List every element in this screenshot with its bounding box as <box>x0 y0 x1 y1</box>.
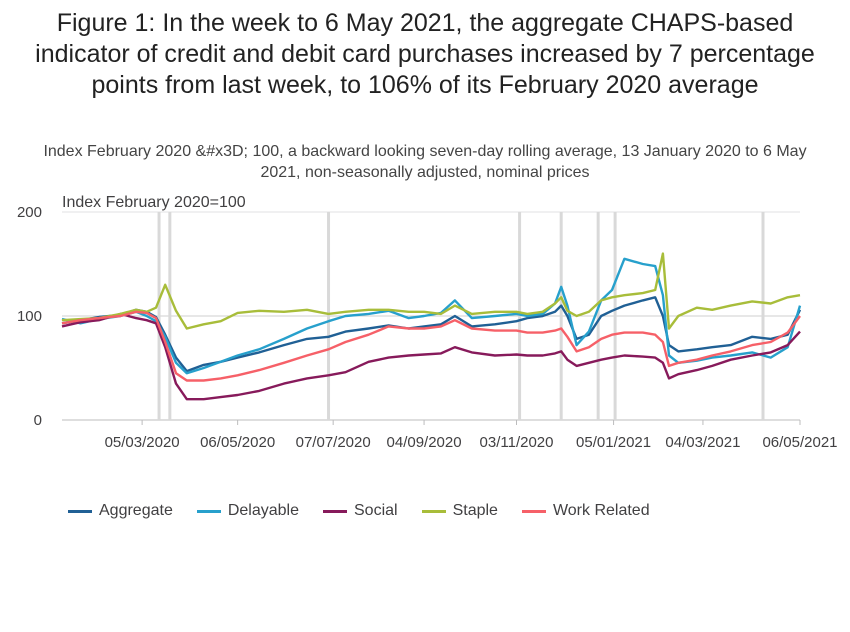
legend-swatch <box>421 509 446 513</box>
event-markers <box>157 212 765 420</box>
x-tick-label: 06/05/2021 <box>762 434 837 451</box>
y-tick-label: 0 <box>34 412 42 429</box>
y-tick-labels: 0 100 200 <box>17 204 42 429</box>
legend-label: Delayable <box>227 502 299 519</box>
series-line-staple <box>61 252 801 330</box>
x-tick-labels: 05/03/2020 06/05/2020 07/07/2020 04/09/2020… <box>105 420 838 451</box>
x-tick-label: 07/07/2020 <box>296 434 371 451</box>
legend-label: Staple <box>452 502 498 519</box>
legend-swatch <box>196 509 221 513</box>
y-tick-label: 200 <box>17 204 42 221</box>
x-tick-label: 05/03/2020 <box>105 434 180 451</box>
series-line-work-related <box>61 310 801 382</box>
y-tick-label: 100 <box>17 308 42 325</box>
legend-item: Delayable <box>196 502 299 520</box>
legend-label: Social <box>354 502 398 519</box>
chart-title: Figure 1: In the week to 6 May 2021, the… <box>35 9 815 99</box>
series-line-delayable <box>61 257 802 375</box>
legend: Aggregate Delayable Social Staple Work Relat… <box>68 500 674 522</box>
legend-item: Work Related <box>521 502 650 520</box>
grid-lines <box>62 211 800 421</box>
legend-label: Work Related <box>552 502 650 519</box>
series-line-social <box>61 312 801 401</box>
legend-label: Aggregate <box>99 502 173 519</box>
legend-item: Social <box>323 502 398 520</box>
x-tick-label: 04/03/2021 <box>665 434 740 451</box>
chart-subtitle: Index February 2020 &#x3D; 100, a backwa… <box>43 143 807 181</box>
series-lines <box>61 252 802 401</box>
x-tick-label: 05/01/2021 <box>576 434 651 451</box>
x-tick-label: 03/11/2020 <box>480 434 554 451</box>
x-tick-label: 04/09/2020 <box>387 434 462 451</box>
y-axis-label: Index February 2020=100 <box>62 194 246 211</box>
legend-swatch <box>521 509 546 513</box>
x-tick-label: 06/05/2020 <box>200 434 275 451</box>
legend-item: Staple <box>421 502 498 520</box>
legend-swatch <box>323 509 347 513</box>
legend-item: Aggregate <box>68 502 173 520</box>
legend-swatch <box>68 509 92 513</box>
